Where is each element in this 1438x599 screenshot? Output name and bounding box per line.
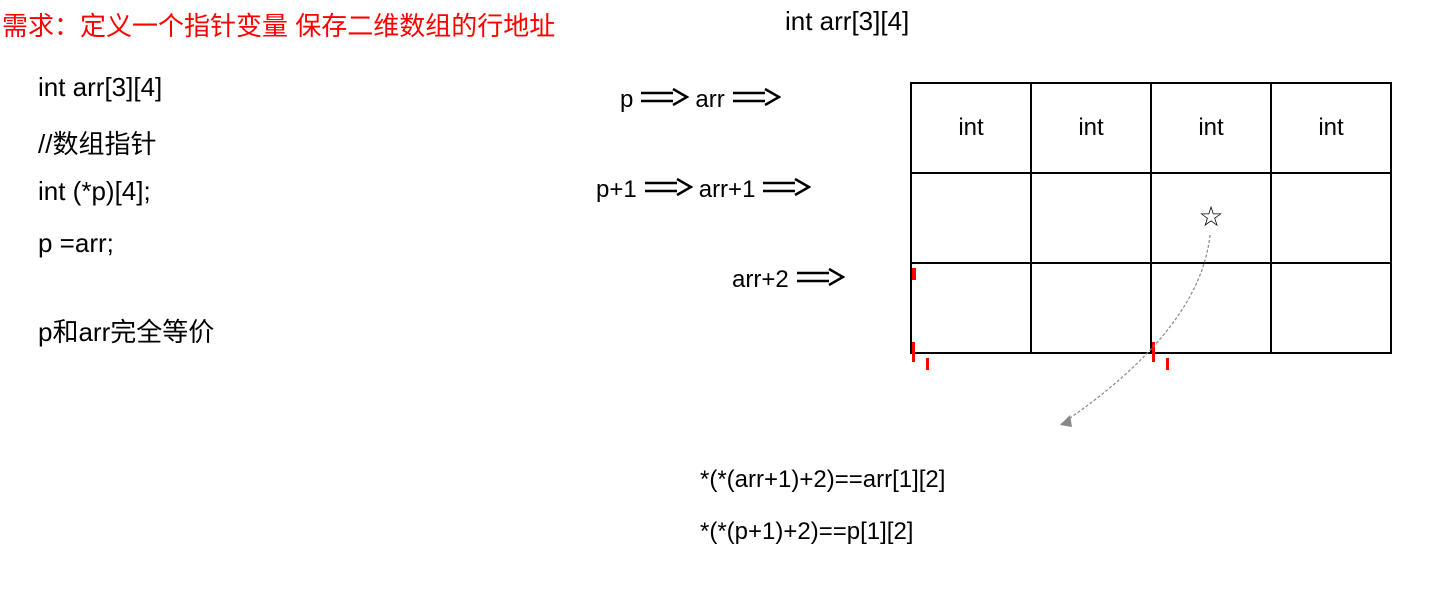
arrow-icon xyxy=(795,266,845,294)
code-line-3: int (*p)[4]; xyxy=(38,176,151,207)
r2-right-text: arr+2 xyxy=(732,266,789,294)
header-declaration: int arr[3][4] xyxy=(785,6,909,37)
grid-cell xyxy=(1271,173,1391,263)
grid-cell: int xyxy=(1271,83,1391,173)
curved-arrow xyxy=(1000,230,1260,440)
arrow-icon xyxy=(643,176,693,204)
row1-pointer-label: p+1 arr+1 xyxy=(596,176,811,204)
row0-pointer-label: p arr xyxy=(620,86,781,114)
grid-cell xyxy=(1271,263,1391,353)
red-mark xyxy=(912,268,916,280)
grid-cell: int xyxy=(1151,83,1271,173)
row2-pointer-label: arr+2 xyxy=(732,266,845,294)
r0-left-text: p xyxy=(620,86,633,114)
expression-1: *(*(arr+1)+2)==arr[1][2] xyxy=(700,466,945,494)
star-icon: ☆ xyxy=(1198,201,1223,232)
grid-cell: int xyxy=(911,83,1031,173)
expression-2: *(*(p+1)+2)==p[1][2] xyxy=(700,518,913,546)
r1-right-text: arr+1 xyxy=(699,176,756,204)
code-line-5: p和arr完全等价 xyxy=(38,312,214,349)
red-mark xyxy=(926,358,929,370)
arrow-icon xyxy=(639,86,689,114)
code-line-1: int arr[3][4] xyxy=(38,72,162,103)
table-row: int int int int xyxy=(911,83,1391,173)
code-line-4: p =arr; xyxy=(38,228,114,259)
red-mark xyxy=(912,342,915,362)
grid-cell: int xyxy=(1031,83,1151,173)
arrow-icon xyxy=(761,176,811,204)
arrow-icon xyxy=(731,86,781,114)
code-line-2: //数组指针 xyxy=(38,124,156,161)
r0-right-text: arr xyxy=(695,86,724,114)
r1-left-text: p+1 xyxy=(596,176,637,204)
page-title: 需求：定义一个指针变量 保存二维数组的行地址 xyxy=(2,6,555,43)
